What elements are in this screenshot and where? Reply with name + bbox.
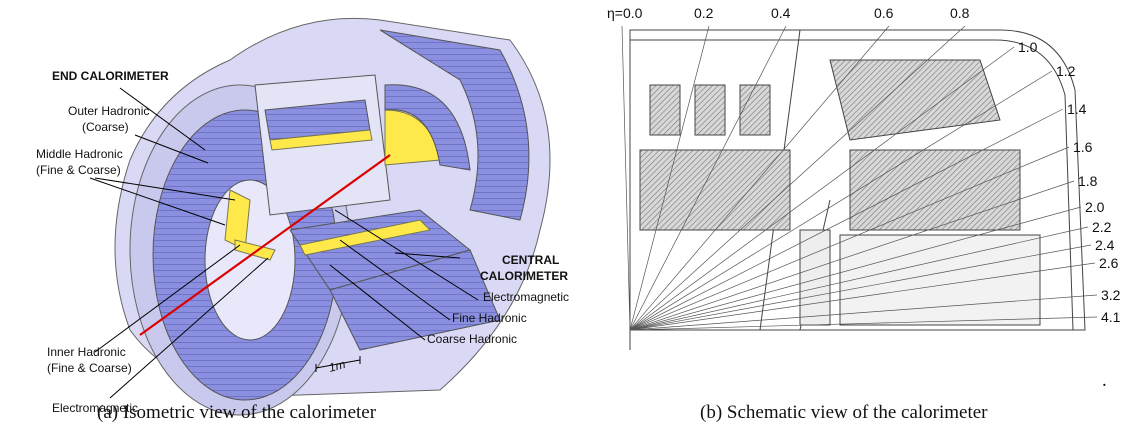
label: Fine Hadronic [452, 311, 527, 325]
eta-label: 1.2 [1056, 63, 1076, 79]
eta-line [622, 26, 630, 330]
eta-label: 2.0 [1085, 199, 1105, 215]
figure: END CALORIMETER Outer Hadronic (Coarse) … [0, 0, 1131, 429]
eta-label: 4.1 [1101, 309, 1121, 325]
label: END CALORIMETER [52, 69, 169, 83]
caption: (a) Isometric view of the calorimeter [97, 402, 377, 423]
eta-label: 2.6 [1099, 255, 1119, 271]
eta-label: 0.4 [771, 5, 791, 21]
label: CALORIMETER [480, 269, 568, 283]
eta-label: 0.2 [694, 5, 714, 21]
label: Middle Hadronic [36, 147, 123, 161]
eta-label: 1.0 [1018, 39, 1038, 55]
eta-label: 1.8 [1078, 173, 1098, 189]
label: Electromagnetic [483, 290, 569, 304]
label: Inner Hadronic [47, 345, 126, 359]
label: (Coarse) [82, 120, 129, 134]
eta-label: η=0.0 [607, 5, 643, 21]
label: Outer Hadronic [68, 104, 149, 118]
eta-label: 1.4 [1067, 101, 1087, 117]
label: Coarse Hadronic [427, 332, 517, 346]
eta-label: 2.4 [1095, 237, 1115, 253]
label: (Fine & Coarse) [47, 361, 132, 375]
eta-label: 3.2 [1101, 287, 1121, 303]
eta-label: 2.2 [1092, 219, 1112, 235]
label: (Fine & Coarse) [36, 163, 121, 177]
eta-label: 0.8 [950, 5, 970, 21]
eta-label: 0.6 [874, 5, 894, 21]
caption: (b) Schematic view of the calorimeter [700, 402, 988, 423]
label: CENTRAL [502, 253, 559, 267]
eta-label: 1.6 [1073, 139, 1093, 155]
mark: . [1102, 370, 1107, 391]
